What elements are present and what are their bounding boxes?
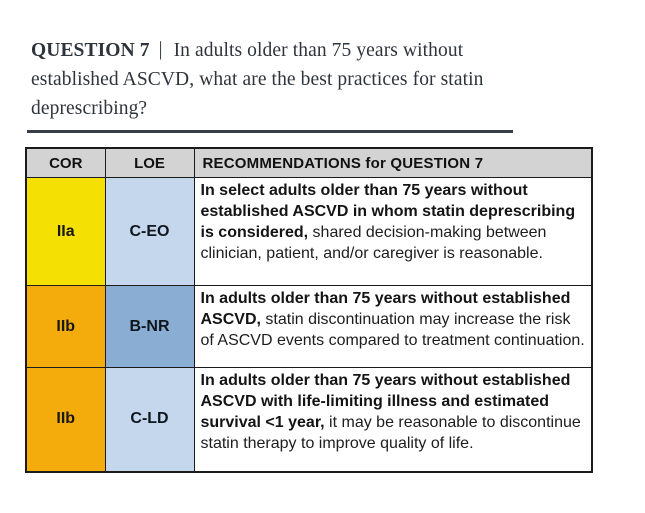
question-number-label: QUESTION 7 [31, 40, 150, 61]
heading-separator: | [158, 39, 163, 60]
recommendation-cell: In adults older than 75 years without es… [193, 285, 593, 368]
cor-cell: IIb [25, 367, 106, 472]
recommendation-regular-text: statin discontinuation may increase the … [200, 311, 585, 349]
cor-cell: IIb [25, 285, 106, 368]
heading-rule [27, 130, 513, 133]
column-header-cor: COR [25, 147, 106, 178]
cor-cell: IIa [25, 177, 106, 286]
loe-cell: B-NR [104, 285, 195, 368]
table-header-row: COR LOE RECOMMENDATIONS for QUESTION 7 [25, 147, 593, 178]
table-row: IIa C-EO In select adults older than 75 … [25, 177, 593, 286]
recommendation-bold-text: In adults older than 75 years without es… [200, 290, 571, 328]
question-text: In adults older than 75 years without es… [31, 40, 484, 119]
recommendation-cell: In select adults older than 75 years wit… [193, 177, 593, 286]
recommendations-table: COR LOE RECOMMENDATIONS for QUESTION 7 I… [25, 147, 593, 473]
loe-cell: C-LD [104, 367, 195, 472]
table-row: IIb C-LD In adults older than 75 years w… [25, 367, 593, 472]
table-row: IIb B-NR In adults older than 75 years w… [25, 285, 593, 368]
loe-cell: C-EO [104, 177, 195, 286]
column-header-loe: LOE [104, 147, 195, 178]
recommendation-regular-text: shared decision-making between clinician… [200, 224, 547, 262]
recommendation-bold-text: In adults older than 75 years without es… [200, 372, 571, 431]
question-heading: QUESTION 7 | In adults older than 75 years… [31, 36, 528, 123]
recommendation-cell: In adults older than 75 years without es… [193, 367, 593, 472]
column-header-recommendations: RECOMMENDATIONS for QUESTION 7 [193, 147, 593, 178]
recommendation-regular-text: it may be reasonable to discontinue stat… [200, 414, 581, 452]
recommendation-bold-text: In select adults older than 75 years wit… [200, 182, 576, 241]
